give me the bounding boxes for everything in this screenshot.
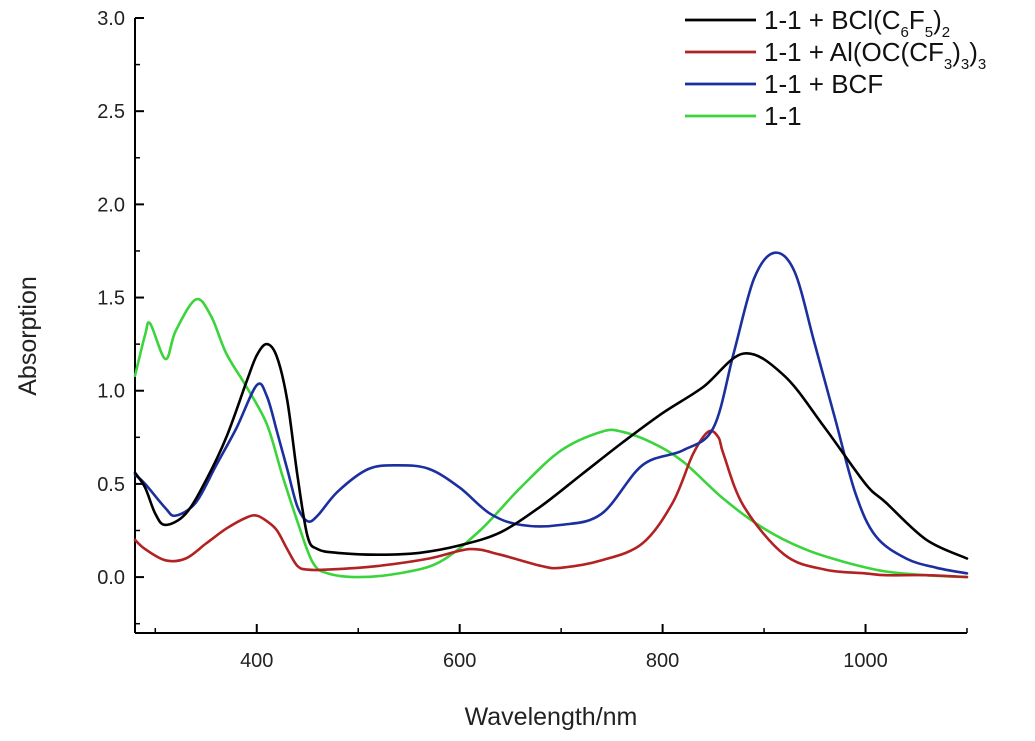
y-tick-label: 0.5 [97,474,125,496]
series-line-3 [133,297,969,579]
legend-label: 1-1 [764,101,802,131]
x-axis-ticks: 400 600 800 1000 [154,624,968,672]
x-tick-label: 800 [646,650,679,672]
x-tick-label: 400 [240,650,273,672]
y-tick-label: 2.5 [97,101,125,123]
series-line-2 [133,251,969,575]
y-tick-label: 0.0 [97,567,125,589]
series-lines [133,251,969,579]
x-tick-label: 1000 [843,650,888,672]
legend-label: 1-1 + Al(OC(CF3)3)3 [764,37,986,73]
y-tick-label: 1.0 [97,381,125,403]
y-tick-label: 3.0 [97,8,125,30]
plot-frame [134,18,967,634]
legend-label: 1-1 + BCl(C6F5)2 [764,5,950,41]
x-axis-title: Wavelength/nm [465,703,638,731]
y-axis-ticks: 0.0 0.5 1.0 1.5 2.0 2.5 3.0 [97,8,144,625]
y-tick-label: 2.0 [97,194,125,216]
series-line-0 [133,342,969,560]
legend: 1-1 + BCl(C6F5)21-1 + Al(OC(CF3)3)31-1 +… [685,5,986,131]
y-tick-label: 1.5 [97,288,125,310]
y-axis-title: Absorption [14,276,42,396]
series-line-1 [133,429,969,579]
legend-label: 1-1 + BCF [764,69,883,99]
x-tick-label: 600 [443,650,476,672]
